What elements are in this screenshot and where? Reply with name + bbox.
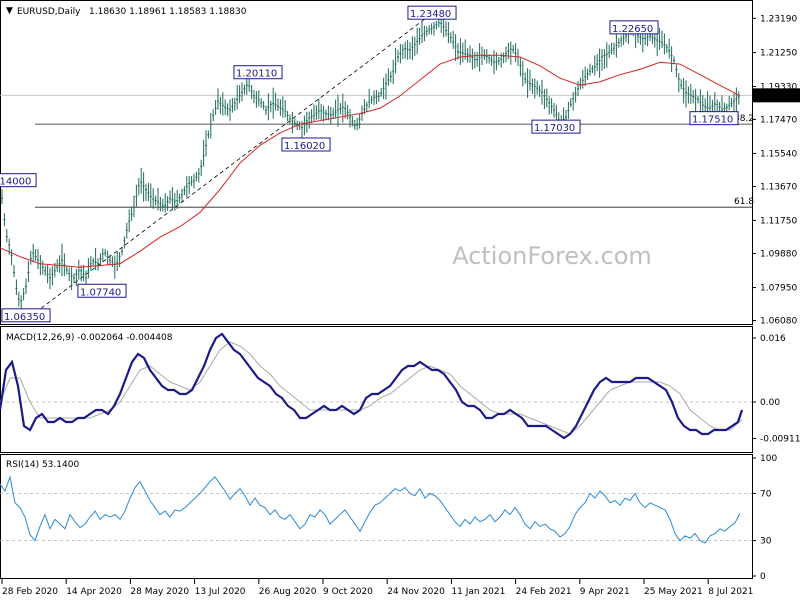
macd-layer [0,332,752,440]
price-pane-frame [0,0,753,325]
x-axis-label: 28 May 2020 [130,587,189,597]
price-label-text: 1.06350 [4,312,45,323]
price-y-tick-label: 1.17470 [760,115,797,125]
rsi-pane-frame [0,454,753,579]
fib-level-label: 61.8 [734,197,754,207]
price-y-tick-label: 1.09880 [760,249,797,259]
x-axis-label: 9 Oct 2020 [323,587,373,597]
axis-layer: 1.23190 1.21250 1.19330 1.17470 1.15540 1.136… [1,14,800,597]
current-price-text: 1.18830 [756,92,793,102]
price-label-text: 1.20110 [236,69,277,80]
price-y-tick-label: 1.19330 [760,83,797,93]
x-axis-label: 9 Apr 2021 [580,587,630,597]
rsi-title: RSI(14) 53.1400 [6,460,79,470]
price-y-tick-label: 1.07950 [760,284,797,294]
x-axis-label: 24 Feb 2021 [516,587,572,597]
macd-y-tick-label: -0.009116 [760,434,800,444]
price-label-box [689,111,739,126]
x-axis-label: 13 Jul 2020 [195,587,246,597]
price-y-tick-label: 1.13670 [760,182,797,192]
price-label-box [407,5,457,20]
macd-signal-line [0,341,743,435]
price-y-tick-label: 1.21250 [760,49,797,59]
price-label-box [0,173,37,188]
price-label-box [609,20,659,35]
price-layer: 38.2 61.8 1.23480 1.22650 1.20110 1.16020 1.17… [0,5,754,323]
rsi-line [0,474,741,544]
macd-title: MACD(12,26,9) -0.002064 -0.004408 [6,333,173,343]
symbol-timeframe: EURUSD,Daily [17,7,81,17]
x-axis-label: 8 Jul 2021 [708,587,753,597]
current-price-badge [753,88,800,103]
x-axis-label: 26 Aug 2020 [259,587,317,597]
price-label-box [77,283,127,298]
fib-level-label: 38.2 [734,114,754,124]
price-label-box [531,119,581,134]
price-y-tick-label: 1.23190 [760,14,797,24]
rsi-y-tick-label: 0 [760,572,766,582]
dropdown-icon[interactable]: ▼ [6,6,13,16]
price-label-text: 1.17030 [534,123,575,134]
price-label-box [281,137,331,152]
price-label-box [233,65,283,80]
x-axis-label: 28 Feb 2020 [2,587,58,597]
macd-y-tick-label: 0.00 [760,398,780,408]
macd-pane-frame [0,326,753,453]
price-y-tick-label: 1.15540 [760,149,797,159]
x-axis-label: 25 May 2021 [644,587,703,597]
price-label-text: 1.17510 [692,115,733,126]
price-label-text: 1.16020 [284,141,325,152]
ohlc-values: 1.18630 1.18961 1.18583 1.18830 [89,7,247,17]
watermark-text: ActionForex.com [452,242,652,270]
price-y-tick-label: 1.06080 [760,317,797,327]
price-y-tick-label: 1.11750 [760,216,797,226]
macd-y-tick-label: 0.016 [760,334,786,344]
x-axis-label: 24 Nov 2020 [387,587,445,597]
rsi-layer [0,474,752,544]
moving-average-line [0,54,741,268]
macd-line [0,332,744,440]
trendline [29,7,441,318]
price-label-text: 1.14000 [0,177,31,188]
price-label-box [1,308,51,323]
x-axis-label: 11 Jan 2021 [451,587,505,597]
price-label-text: 1.07740 [80,287,121,298]
rsi-y-tick-label: 30 [760,537,772,547]
rsi-y-tick-label: 70 [760,489,772,499]
price-label-text: 1.22650 [612,24,653,35]
x-axis-label: 14 Apr 2020 [66,587,122,597]
price-label-text: 1.23480 [410,9,451,20]
rsi-y-tick-label: 100 [760,454,777,464]
